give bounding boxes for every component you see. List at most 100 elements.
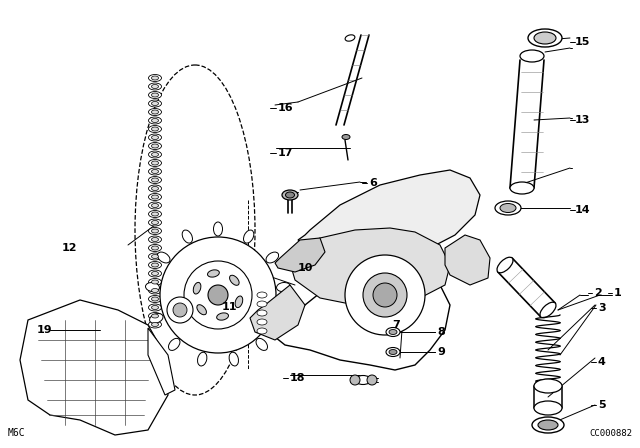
Ellipse shape (148, 194, 161, 201)
Text: 18: 18 (290, 373, 305, 383)
Ellipse shape (148, 83, 161, 90)
Ellipse shape (152, 144, 159, 148)
Ellipse shape (152, 195, 159, 199)
Ellipse shape (152, 127, 159, 131)
Ellipse shape (148, 125, 161, 133)
Ellipse shape (152, 152, 159, 156)
Ellipse shape (168, 338, 180, 350)
Ellipse shape (148, 245, 161, 251)
Ellipse shape (148, 304, 161, 311)
Ellipse shape (538, 420, 558, 430)
Ellipse shape (148, 108, 161, 116)
Ellipse shape (148, 142, 161, 150)
Ellipse shape (244, 230, 254, 243)
Ellipse shape (152, 93, 159, 97)
Circle shape (167, 297, 193, 323)
Ellipse shape (256, 338, 268, 350)
Text: 1: 1 (614, 288, 621, 298)
Ellipse shape (152, 323, 159, 327)
Text: 19: 19 (37, 325, 52, 335)
Ellipse shape (235, 296, 243, 308)
Text: 7: 7 (392, 320, 400, 330)
Text: 9: 9 (437, 347, 445, 357)
Ellipse shape (152, 289, 159, 293)
Ellipse shape (152, 161, 159, 165)
Ellipse shape (152, 178, 159, 182)
Ellipse shape (193, 282, 201, 294)
Ellipse shape (152, 102, 159, 105)
Text: 14: 14 (575, 205, 591, 215)
Text: 12: 12 (62, 243, 77, 253)
Ellipse shape (540, 302, 556, 318)
Ellipse shape (229, 352, 239, 366)
Ellipse shape (197, 305, 207, 315)
Ellipse shape (148, 134, 161, 141)
Polygon shape (445, 235, 490, 285)
Ellipse shape (148, 168, 161, 175)
Ellipse shape (266, 252, 278, 263)
Ellipse shape (386, 348, 400, 357)
Ellipse shape (148, 159, 161, 167)
Ellipse shape (148, 236, 161, 243)
Ellipse shape (152, 280, 159, 284)
Ellipse shape (389, 349, 397, 354)
Text: 3: 3 (598, 303, 605, 313)
Ellipse shape (152, 135, 159, 139)
Ellipse shape (389, 329, 397, 335)
Ellipse shape (152, 237, 159, 241)
Ellipse shape (157, 252, 170, 263)
Ellipse shape (148, 296, 161, 302)
Ellipse shape (152, 85, 159, 89)
Polygon shape (275, 265, 450, 370)
Circle shape (373, 283, 397, 307)
Polygon shape (250, 285, 305, 340)
Circle shape (173, 303, 187, 317)
Ellipse shape (152, 314, 159, 318)
Ellipse shape (152, 186, 159, 190)
Ellipse shape (148, 228, 161, 234)
Ellipse shape (495, 201, 521, 215)
Ellipse shape (282, 190, 298, 200)
Text: 8: 8 (437, 327, 445, 337)
Ellipse shape (510, 182, 534, 194)
Ellipse shape (182, 230, 193, 243)
Ellipse shape (285, 192, 294, 198)
Ellipse shape (148, 74, 161, 82)
Ellipse shape (148, 262, 161, 268)
Text: 2: 2 (594, 288, 602, 298)
Ellipse shape (150, 314, 163, 323)
Ellipse shape (152, 169, 159, 173)
Text: 10: 10 (298, 263, 314, 273)
Ellipse shape (152, 306, 159, 310)
Ellipse shape (273, 314, 287, 323)
Ellipse shape (497, 257, 513, 273)
Ellipse shape (152, 297, 159, 301)
Circle shape (160, 237, 276, 353)
Ellipse shape (532, 417, 564, 433)
Circle shape (345, 255, 425, 335)
Ellipse shape (214, 222, 223, 236)
Ellipse shape (257, 301, 267, 307)
Circle shape (184, 261, 252, 329)
Text: 4: 4 (598, 357, 606, 367)
Ellipse shape (230, 275, 239, 285)
Ellipse shape (148, 219, 161, 226)
Circle shape (208, 285, 228, 305)
Ellipse shape (534, 379, 562, 393)
Ellipse shape (152, 263, 159, 267)
Ellipse shape (148, 253, 161, 260)
Text: 15: 15 (575, 37, 590, 47)
Circle shape (350, 375, 360, 385)
Text: 11: 11 (222, 302, 237, 312)
Ellipse shape (207, 270, 220, 277)
Ellipse shape (257, 319, 267, 325)
Ellipse shape (148, 279, 161, 285)
Ellipse shape (152, 110, 159, 114)
Polygon shape (275, 238, 325, 272)
Ellipse shape (148, 202, 161, 209)
Text: 5: 5 (598, 400, 605, 410)
Ellipse shape (500, 203, 516, 212)
Ellipse shape (152, 212, 159, 216)
Text: CC000882: CC000882 (589, 429, 632, 438)
Ellipse shape (257, 310, 267, 316)
